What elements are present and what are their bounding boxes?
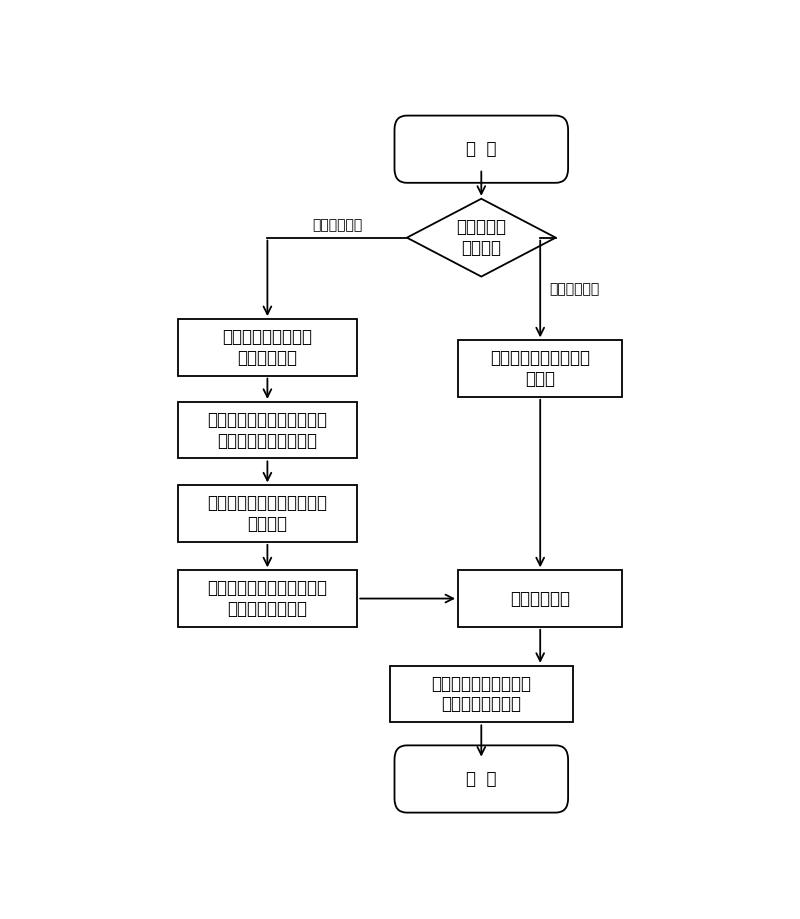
Text: 训练学习或
运算输出: 训练学习或 运算输出	[456, 218, 506, 257]
Polygon shape	[407, 199, 556, 277]
Text: 训练学习模式: 训练学习模式	[312, 218, 362, 232]
Bar	[178, 485, 358, 542]
Text: 标准工况下，采集现
场声发射数据: 标准工况下，采集现 场声发射数据	[222, 328, 312, 367]
Bar	[458, 340, 622, 397]
Bar	[178, 570, 358, 627]
Text: 结  束: 结 束	[466, 770, 497, 788]
Text: 声发射数据和标准工况数据
输入神经网络学习模块: 声发射数据和标准工况数据 输入神经网络学习模块	[207, 411, 327, 449]
Bar	[178, 319, 358, 376]
Text: 神经网络运算: 神经网络运算	[510, 590, 570, 607]
FancyBboxPatch shape	[394, 116, 568, 183]
FancyBboxPatch shape	[394, 745, 568, 812]
Text: 开  始: 开 始	[466, 141, 497, 158]
Text: 运算输出模式: 运算输出模式	[550, 282, 600, 296]
Text: 实时采集加工现场声发
射数据: 实时采集加工现场声发 射数据	[490, 349, 590, 388]
Text: 神经网络完成学习后确定权
阈值参数: 神经网络完成学习后确定权 阈值参数	[207, 494, 327, 533]
Bar	[458, 570, 622, 627]
Text: 输出实时工况和工件以
及刀具的工作状态: 输出实时工况和工件以 及刀具的工作状态	[431, 675, 531, 713]
Bar	[390, 665, 573, 722]
Bar	[178, 402, 358, 459]
Text: 神经网络权阈值输入到神经
网络运算输出模块: 神经网络权阈值输入到神经 网络运算输出模块	[207, 579, 327, 618]
